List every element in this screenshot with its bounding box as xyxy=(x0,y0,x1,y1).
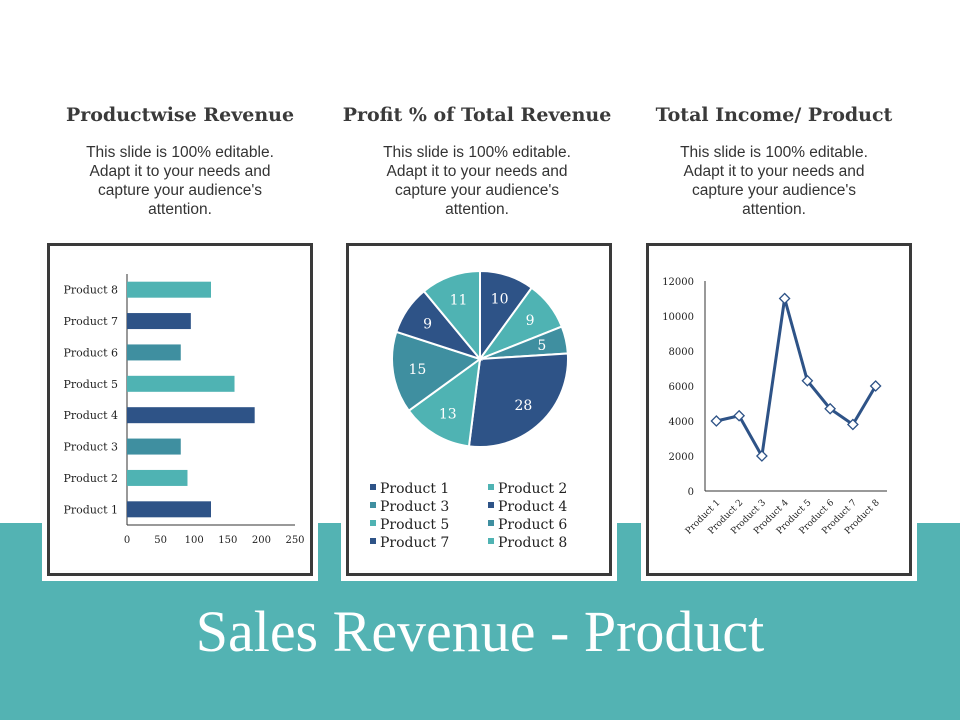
line-y-tick-label: 2000 xyxy=(669,452,694,463)
pie-chart-title: Profit % of Total Revenue xyxy=(342,104,612,126)
line-chart-panel: 0 2000 4000 6000 8000 10000 12000 Product 1 Prod… xyxy=(641,238,917,581)
pie-data-label: 5 xyxy=(537,338,546,354)
bar xyxy=(127,407,255,424)
bar-chart-panel: Product 1 Product 2 Product 3 Product 4 Prod… xyxy=(42,238,318,581)
line-chart-frame xyxy=(646,243,912,576)
bar xyxy=(127,344,181,361)
line-y-tick-label: 8000 xyxy=(669,347,694,358)
pie-data-label: 11 xyxy=(450,292,468,308)
pie-legend-label: Product 4 xyxy=(498,499,567,515)
line-y-tick-label: 6000 xyxy=(669,382,694,393)
bar-category-label: Product 6 xyxy=(64,346,118,359)
pie-chart-frame xyxy=(346,243,612,576)
pie-chart-panel: 10 9 5 28 13 15 9 11 Product 1 Product 2 Product 3… xyxy=(341,238,617,581)
line-y-tick-label: 0 xyxy=(688,487,694,498)
bar-chart: Product 1 Product 2 Product 3 Product 4 Prod… xyxy=(64,274,305,546)
bar xyxy=(127,438,181,455)
pie-legend-swatch xyxy=(488,484,494,490)
bar xyxy=(127,501,211,518)
pie-legend-label: Product 8 xyxy=(498,535,567,551)
line-point-marker xyxy=(778,292,791,305)
pie-legend-swatch xyxy=(370,484,376,490)
pie-slice xyxy=(391,330,483,413)
line-point-marker xyxy=(869,380,882,392)
line-chart-title: Total Income/ Product xyxy=(655,104,893,126)
line-point-marker xyxy=(824,402,837,415)
bar xyxy=(127,313,191,330)
pie-legend-swatch xyxy=(488,520,494,526)
bar-category-label: Product 5 xyxy=(64,378,118,391)
slide-title: Sales Revenue - Product xyxy=(195,599,765,664)
pie-legend-swatch xyxy=(370,520,376,526)
bar-x-tick-label: 0 xyxy=(124,535,130,546)
bar-chart-title: Productwise Revenue xyxy=(65,104,295,126)
bar-category-label: Product 8 xyxy=(64,284,118,297)
bar-x-tick-label: 200 xyxy=(252,535,271,546)
pie-legend-label: Product 6 xyxy=(498,517,567,533)
pie-legend-label: Product 5 xyxy=(380,517,449,533)
bar-category-label: Product 7 xyxy=(64,315,118,328)
pie-legend-label: Product 2 xyxy=(498,481,567,497)
line-y-tick-label: 10000 xyxy=(662,312,694,323)
bar-x-tick-label: 250 xyxy=(285,535,304,546)
pie-slice xyxy=(407,356,482,448)
pie-legend-swatch xyxy=(488,538,494,544)
bar-category-label: Product 1 xyxy=(64,503,118,516)
line-point-marker xyxy=(710,415,723,427)
bar-x-tick-label: 150 xyxy=(218,535,237,546)
pie-data-label: 10 xyxy=(491,292,509,308)
bar-chart-description: This slide is 100% editable. Adapt it to… xyxy=(86,144,274,218)
pie-legend-label: Product 3 xyxy=(380,499,449,515)
bar-category-label: Product 4 xyxy=(64,409,118,422)
line-point-marker xyxy=(801,374,814,387)
line-point-marker xyxy=(846,418,859,431)
bar xyxy=(127,469,188,486)
line-y-tick-label: 4000 xyxy=(669,417,694,428)
bar xyxy=(127,281,211,298)
pie-legend-swatch xyxy=(488,502,494,508)
line-chart-description: This slide is 100% editable. Adapt it to… xyxy=(680,144,868,218)
pie-slice xyxy=(422,269,481,362)
bar xyxy=(127,375,235,392)
pie-data-label: 9 xyxy=(423,316,432,332)
bar-category-label: Product 3 xyxy=(64,441,118,454)
pie-data-label: 9 xyxy=(526,313,535,329)
pie-data-label: 28 xyxy=(514,398,532,414)
pie-legend-label: Product 7 xyxy=(380,535,449,551)
line-y-tick-label: 12000 xyxy=(662,277,694,288)
line-point-marker xyxy=(733,409,746,422)
bar-chart-frame xyxy=(47,243,313,576)
pie-slice xyxy=(467,352,569,448)
bar-category-label: Product 2 xyxy=(64,472,118,485)
line-series xyxy=(716,298,877,461)
line-point-marker xyxy=(755,450,768,462)
pie-legend-swatch xyxy=(370,538,376,544)
bar-x-tick-label: 100 xyxy=(185,535,204,546)
pie-legend-label: Product 1 xyxy=(380,481,449,497)
bar-x-tick-label: 50 xyxy=(154,535,167,546)
pie-chart-description: This slide is 100% editable. Adapt it to… xyxy=(383,144,571,218)
pie-data-label: 13 xyxy=(439,407,457,423)
pie-data-label: 15 xyxy=(409,362,427,378)
pie-legend-swatch xyxy=(370,502,376,508)
